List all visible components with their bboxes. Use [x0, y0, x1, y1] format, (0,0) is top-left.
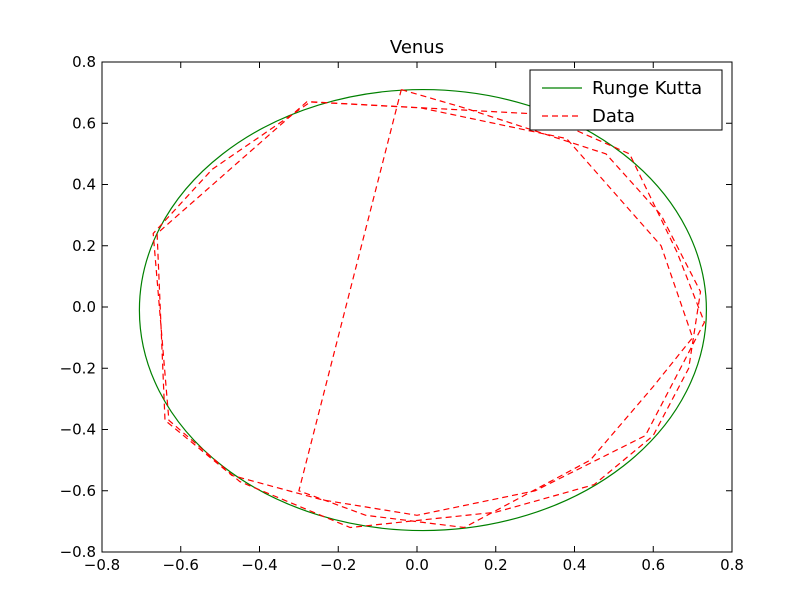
y-tick-label: −0.8: [60, 543, 96, 561]
y-tick-label: 0.8: [72, 53, 96, 71]
y-axis: −0.8 −0.6 −0.4 −0.2 0.0 0.2 0.4 0.6 0.8: [60, 53, 732, 561]
y-tick-label: 0.0: [72, 298, 96, 316]
y-tick-label: 0.6: [72, 114, 96, 132]
y-tick-label: −0.6: [60, 482, 96, 500]
x-tick-label: 0.4: [563, 556, 587, 574]
x-tick-label: −0.6: [163, 556, 199, 574]
x-tick-label: −0.8: [84, 556, 120, 574]
y-tick-label: −0.2: [60, 359, 96, 377]
series-line-data: [152, 89, 706, 529]
x-tick-label: 0.6: [641, 556, 665, 574]
legend-box: [529, 69, 723, 131]
y-tick-label: −0.4: [60, 421, 96, 439]
x-tick-label: −0.4: [241, 556, 277, 574]
x-axis: −0.8 −0.6 −0.4 −0.2 0.0 0.2 0.4 0.6 0.8: [84, 62, 744, 574]
y-tick-label: 0.2: [72, 237, 96, 255]
x-tick-label: 0.8: [720, 556, 744, 574]
legend-label-data: Data: [592, 106, 635, 127]
plot-background: [102, 62, 732, 552]
series-line-runge-kutta: [138, 88, 708, 532]
x-tick-label: −0.2: [320, 556, 356, 574]
chart-title: Venus: [390, 37, 444, 58]
x-tick-label: 0.2: [484, 556, 508, 574]
series-layer: [138, 88, 708, 532]
legend: Runge Kutta Data: [529, 69, 723, 131]
y-tick-label: 0.4: [72, 176, 96, 194]
x-tick-label: 0.0: [405, 556, 429, 574]
legend-label-runge-kutta: Runge Kutta: [592, 78, 702, 99]
plot-area: −0.8 −0.6 −0.4 −0.2 0.0 0.2 0.4 0.6 0.8 −0.8 −0.6…: [60, 53, 744, 574]
